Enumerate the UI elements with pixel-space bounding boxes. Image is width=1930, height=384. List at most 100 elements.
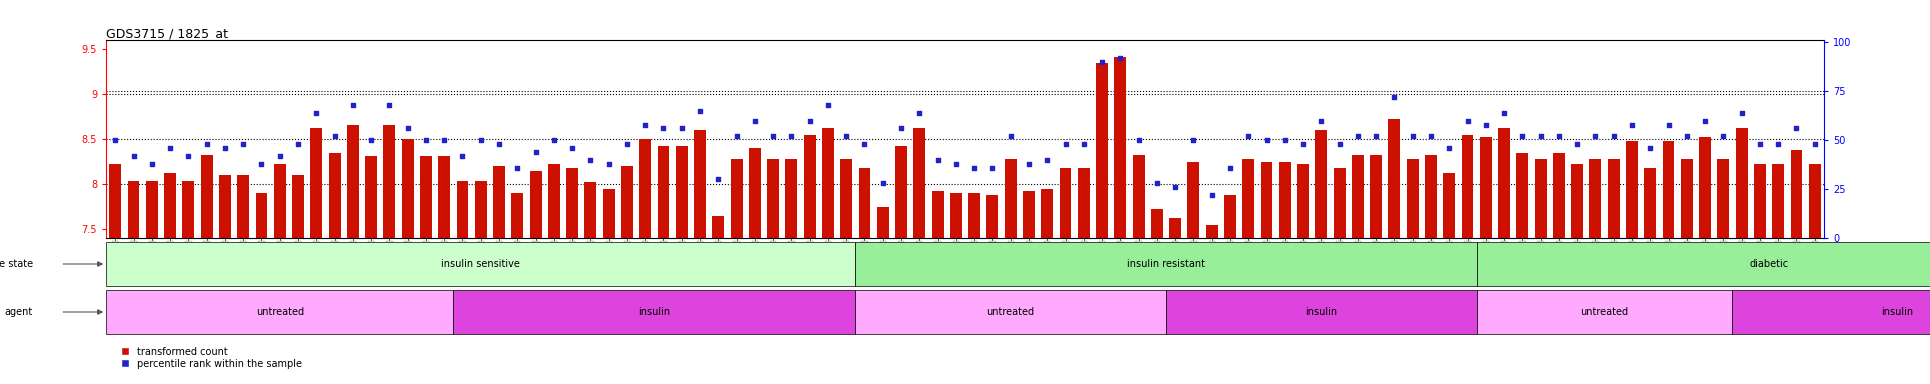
Point [1507,133,1538,139]
Bar [1608,159,1619,238]
Point [1177,137,1208,143]
Point [1307,118,1337,124]
Bar [1060,168,1071,238]
Point [1415,133,1446,139]
Point [739,118,770,124]
Bar [969,193,980,238]
Point [575,157,606,163]
Bar [1772,164,1783,238]
Point [191,141,222,147]
Point [1451,118,1482,124]
Point [1708,133,1739,139]
Bar [1480,137,1492,238]
Bar [1260,162,1272,238]
Bar [1334,168,1345,238]
Text: GDS3715 / 1825_at: GDS3715 / 1825_at [106,27,228,40]
Point [1343,133,1374,139]
Bar [421,156,432,238]
Point [1544,133,1575,139]
Bar [1224,195,1235,238]
Bar [855,290,1166,334]
Bar [585,182,596,238]
Point [1214,164,1245,170]
Bar [1681,159,1693,238]
Bar [1150,209,1162,238]
Point [1378,94,1409,100]
Point [612,141,643,147]
Point [374,102,405,108]
Bar [457,180,469,238]
Point [666,125,697,131]
Point [1725,110,1756,116]
Bar [1662,141,1675,238]
Bar [401,139,413,238]
Point [282,141,313,147]
Point [1654,121,1685,127]
Point [1287,141,1318,147]
Bar [859,168,870,238]
Bar [1476,290,1733,334]
Bar [438,156,450,238]
Text: agent: agent [4,307,33,317]
Bar [147,180,158,238]
Text: insulin: insulin [1882,307,1913,317]
Point [1324,141,1355,147]
Point [245,161,276,167]
Point [411,137,442,143]
Bar [876,207,888,238]
Text: disease state: disease state [0,259,33,269]
Point [301,110,332,116]
Bar [1424,156,1438,238]
Bar [1297,164,1309,238]
Point [1251,137,1282,143]
Point [1141,180,1172,186]
Point [1013,161,1044,167]
Point [465,137,496,143]
Legend: transformed count, percentile rank within the sample: transformed count, percentile rank withi… [112,343,307,372]
Bar [896,146,907,238]
Point [1598,133,1629,139]
Point [210,145,241,151]
Bar [201,156,212,238]
Point [940,161,971,167]
Bar [1444,173,1455,238]
Bar [950,193,961,238]
Point [923,157,953,163]
Point [648,125,679,131]
Bar [602,189,614,238]
Point [1033,157,1063,163]
Point [556,145,587,151]
Point [1397,133,1428,139]
Point [685,108,716,114]
Bar [639,139,650,238]
Bar [803,135,816,238]
Bar [164,173,176,238]
Bar [291,175,303,238]
Text: insulin resistant: insulin resistant [1127,259,1204,269]
Point [448,153,479,159]
Bar [1791,150,1803,238]
Bar [218,175,232,238]
Text: insulin: insulin [1305,307,1337,317]
Point [1087,59,1117,65]
Bar [1754,164,1766,238]
Bar [127,180,139,238]
Point [959,164,990,170]
Point [886,125,917,131]
Point [1617,121,1648,127]
Point [174,153,205,159]
Point [264,153,295,159]
Point [1745,141,1776,147]
Point [137,161,168,167]
Point [118,153,149,159]
Bar [1590,159,1602,238]
Point [1635,145,1666,151]
Bar [384,125,396,238]
Point [593,161,623,167]
Bar [475,180,486,238]
Bar [1206,225,1218,238]
Bar [1243,159,1254,238]
Text: untreated: untreated [1581,307,1629,317]
Bar [1554,153,1565,238]
Bar [311,128,322,238]
